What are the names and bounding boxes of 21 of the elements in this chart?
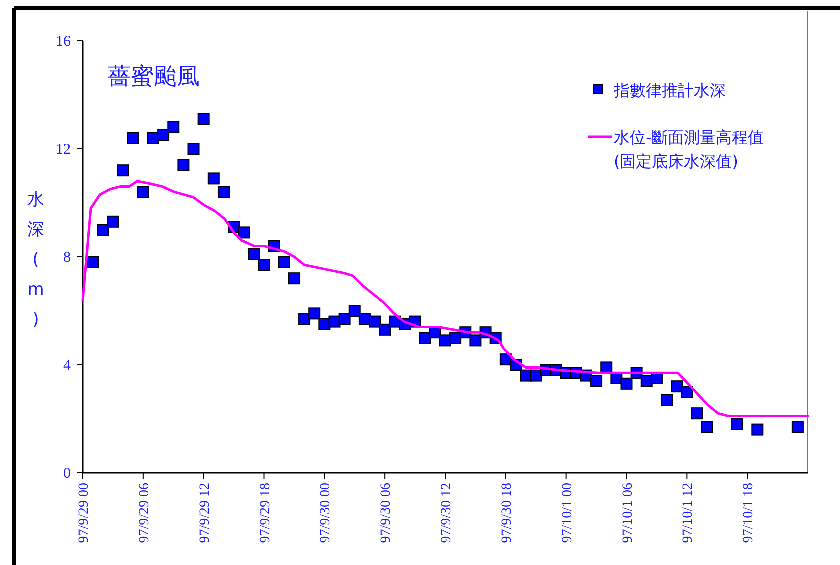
x-tick-label: 97/9/29 00 — [77, 483, 92, 544]
x-tick-label: 97/9/29 06 — [137, 483, 152, 544]
x-tick-label: 97/10/1 06 — [620, 483, 636, 544]
x-tick-label: 97/9/29 12 — [198, 483, 213, 544]
x-tick-label: 97/10/1 00 — [560, 483, 576, 544]
x-tick-label: 97/9/29 18 — [258, 483, 274, 544]
y-tick-label: 8 — [64, 250, 71, 266]
legend-label: 水位-斷面測量高程值 (固定底床水深值) — [614, 128, 764, 171]
y-tick-label: 4 — [64, 358, 72, 374]
legend-label: 指數律推計水深 — [613, 81, 726, 100]
y-tick-label: 0 — [64, 466, 71, 482]
x-tick-label: 97/10/1 12 — [681, 483, 696, 544]
x-tick-label: 97/9/30 12 — [440, 483, 454, 544]
text: 薔蜜颱風 — [108, 64, 200, 90]
x-tick-label: 97/9/30 06 — [379, 483, 394, 544]
x-tick-label: 97/10/1 18 — [742, 483, 757, 544]
y-tick-label: 12 — [56, 142, 71, 158]
y-tick-label: 16 — [56, 34, 72, 50]
x-tick-label: 97/9/30 00 — [318, 483, 334, 544]
x-tick-label: 97/9/30 18 — [500, 483, 515, 544]
y-axis-title: 水深(m) — [28, 190, 44, 330]
